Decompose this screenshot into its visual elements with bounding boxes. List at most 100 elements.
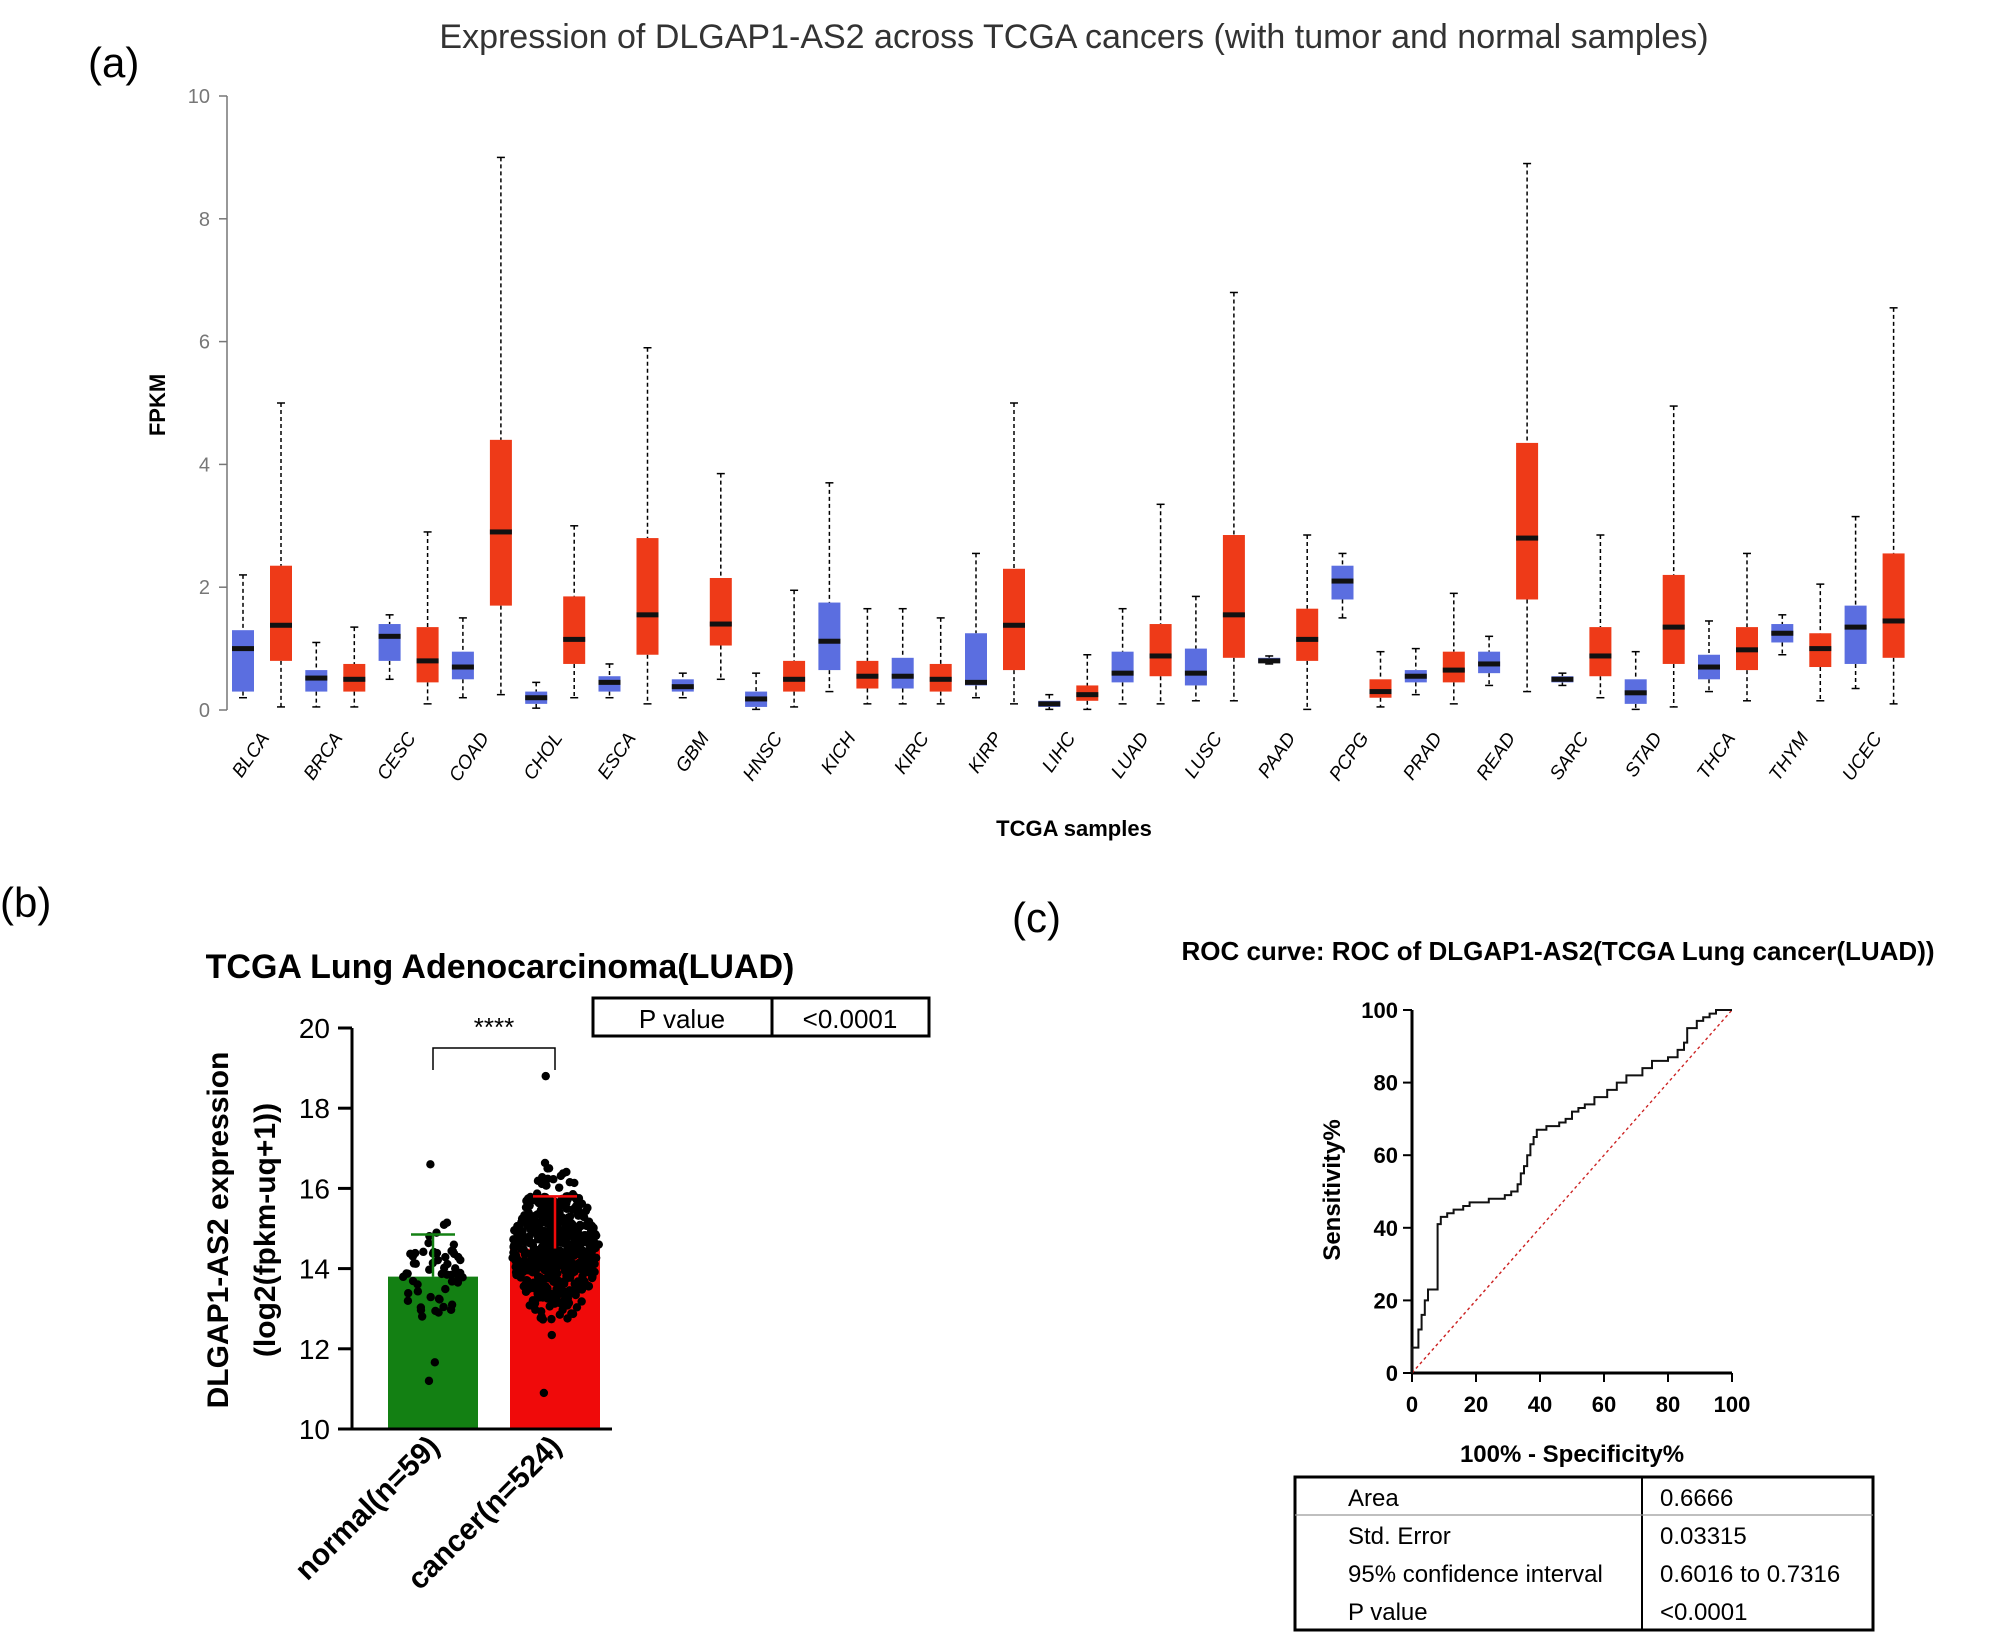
- box-chol-normal: [525, 681, 548, 709]
- data-point: [435, 1295, 444, 1304]
- box-gbm-tumor: [709, 472, 732, 681]
- box-iqr: [1369, 679, 1392, 698]
- box-iqr: [1222, 535, 1245, 658]
- data-point: [547, 1314, 556, 1324]
- data-point: [437, 1269, 446, 1279]
- box-thca-tumor: [1736, 552, 1758, 702]
- data-point: [560, 1295, 570, 1304]
- box-kich-normal: [818, 482, 841, 693]
- box-iqr: [378, 624, 401, 661]
- data-point: [576, 1222, 585, 1231]
- panel-a-x-tick-label: KIRP: [964, 729, 1007, 778]
- data-point: [568, 1309, 578, 1319]
- roc-stat-label: 95% confidence interval: [1348, 1561, 1603, 1588]
- panel-c-y-tick-label: 40: [1374, 1216, 1398, 1241]
- box-luad-tumor: [1149, 503, 1172, 705]
- data-point: [546, 1230, 556, 1239]
- box-median: [1551, 676, 1574, 682]
- data-point: [570, 1279, 579, 1289]
- box-median: [709, 621, 732, 627]
- data-point: [526, 1225, 535, 1234]
- panel-b: (b) TCGA Lung Adenocarcinoma(LUAD) P val…: [0, 879, 931, 1596]
- panel-a-x-tick-label: PAAD: [1254, 729, 1300, 783]
- data-point: [555, 1310, 565, 1319]
- box-read-normal: [1478, 635, 1501, 687]
- data-point: [424, 1376, 434, 1386]
- data-point: [557, 1226, 567, 1236]
- roc-stat-value: <0.0001: [1660, 1599, 1747, 1626]
- box-median: [891, 673, 914, 679]
- data-point: [586, 1245, 596, 1254]
- data-point: [529, 1244, 539, 1253]
- box-blca-tumor: [270, 402, 292, 708]
- panel-a-x-tick-label: LUAD: [1107, 729, 1153, 783]
- data-point: [411, 1259, 420, 1268]
- panel-a-x-tick-label: UCEC: [1839, 729, 1887, 785]
- data-point: [576, 1264, 586, 1273]
- box-median: [1331, 578, 1354, 584]
- panel-b-y-tick-label: 12: [299, 1334, 330, 1365]
- box-brca-tumor: [343, 626, 366, 708]
- data-point: [563, 1314, 572, 1323]
- box-kirp-normal: [965, 552, 987, 699]
- box-median: [745, 696, 768, 702]
- data-point: [546, 1289, 555, 1299]
- box-sarc-normal: [1551, 672, 1574, 687]
- data-point: [512, 1238, 521, 1247]
- significance-stars: ****: [474, 1012, 514, 1042]
- box-sarc-tumor: [1589, 534, 1612, 699]
- panel-c-x-tick-label: 40: [1528, 1392, 1552, 1417]
- data-point: [426, 1160, 435, 1169]
- box-esca-normal: [598, 663, 621, 699]
- box-thym-tumor: [1809, 583, 1832, 702]
- box-lihc-tumor: [1076, 653, 1099, 711]
- panel-c-y-tick-label: 0: [1386, 1361, 1398, 1386]
- box-kirc-tumor: [929, 617, 952, 705]
- data-point: [581, 1231, 591, 1241]
- box-lusc-tumor: [1222, 291, 1245, 702]
- box-coad-tumor: [489, 156, 512, 696]
- box-lihc-normal: [1038, 693, 1061, 711]
- panel-c-y-tick-label: 20: [1374, 1288, 1398, 1313]
- significance-bracket: [432, 1047, 556, 1070]
- data-point: [579, 1212, 589, 1222]
- data-point: [530, 1215, 539, 1224]
- panel-a-y-tick-label: 10: [188, 86, 210, 108]
- data-point: [540, 1158, 550, 1168]
- box-median: [305, 675, 328, 681]
- box-hnsc-tumor: [783, 589, 806, 708]
- box-median: [1184, 670, 1207, 676]
- panel-b-y-tick-label: 10: [299, 1414, 330, 1445]
- box-median: [232, 646, 254, 652]
- box-iqr: [1589, 627, 1612, 677]
- box-iqr: [1442, 651, 1465, 683]
- box-cesc-normal: [378, 614, 401, 681]
- box-iqr: [818, 602, 841, 671]
- box-thym-normal: [1771, 614, 1794, 656]
- data-point: [404, 1289, 413, 1298]
- data-point: [511, 1250, 520, 1260]
- panel-c-y-tick-label: 80: [1374, 1071, 1398, 1096]
- data-point: [456, 1255, 465, 1265]
- data-point: [441, 1284, 450, 1294]
- box-paad-tumor: [1296, 534, 1319, 711]
- dots-normal: [398, 1160, 467, 1386]
- panel-a-x-tick-label: SARC: [1546, 729, 1594, 785]
- data-point: [532, 1260, 541, 1270]
- data-point: [431, 1306, 440, 1316]
- box-median: [1882, 618, 1905, 624]
- data-point: [413, 1280, 422, 1289]
- box-median: [671, 684, 694, 690]
- box-iqr: [1111, 651, 1134, 683]
- panel-a-y-tick-label: 6: [199, 332, 210, 354]
- data-point: [539, 1388, 549, 1398]
- roc-stat-label: Area: [1348, 1485, 1399, 1512]
- box-median: [1369, 689, 1392, 695]
- data-point: [568, 1286, 577, 1295]
- panel-a-x-tick-label: CESC: [373, 729, 421, 785]
- data-point: [576, 1240, 585, 1249]
- data-point: [591, 1253, 601, 1262]
- data-point: [584, 1282, 594, 1291]
- box-median: [270, 622, 292, 628]
- panel-b-y-axis-title-line2: (log2(fpkm-uq+1)): [249, 1103, 282, 1357]
